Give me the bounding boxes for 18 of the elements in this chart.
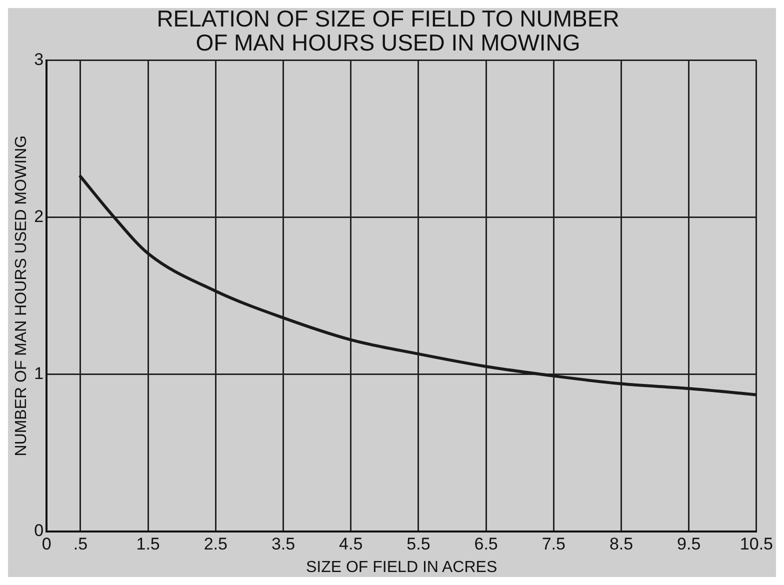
x-tick-label: 3.5 xyxy=(271,534,296,554)
y-tick-label: 2 xyxy=(34,207,44,226)
x-tick-label: 4.5 xyxy=(339,534,363,554)
x-tick-label: 1.5 xyxy=(136,534,160,554)
y-axis-title: NUMBER OF MAN HOURS USED MOWING xyxy=(13,135,30,456)
x-tick-label: 8.5 xyxy=(609,534,634,554)
y-tick-label: 1 xyxy=(34,364,44,384)
x-tick-label: 5.5 xyxy=(406,534,430,554)
x-axis-title: SIZE OF FIELD IN ACRES xyxy=(306,558,498,576)
x-tick-label: 10.5 xyxy=(740,534,774,554)
x-tick-label: 2.5 xyxy=(204,534,228,554)
y-tick-label: 0 xyxy=(34,521,44,540)
x-tick-label: .5 xyxy=(73,534,88,554)
x-tick-label: 9.5 xyxy=(677,534,701,554)
x-tick-label: 6.5 xyxy=(474,534,498,554)
chart-title: RELATION OF SIZE OF FIELD TO NUMBER OF MAN HOURS USED IN MOWING xyxy=(156,5,620,56)
y-tick-label: 3 xyxy=(34,50,44,69)
x-tick-label: 7.5 xyxy=(542,534,566,554)
